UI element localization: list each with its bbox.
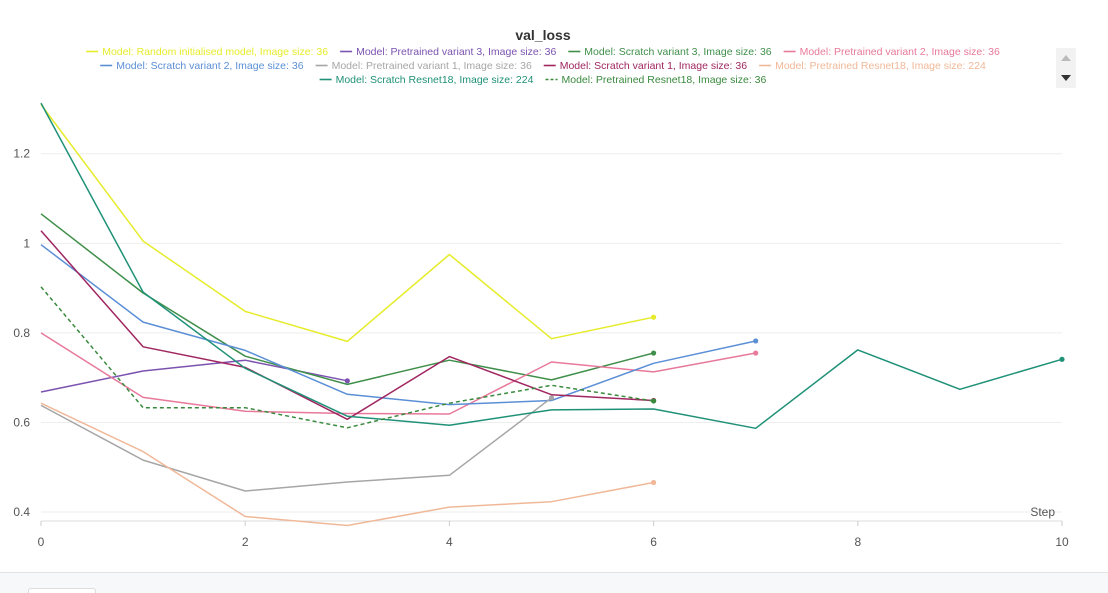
legend-item[interactable]: Model: Scratch Resnet18, Image size: 224 <box>319 74 534 86</box>
series-line-5 <box>40 244 756 406</box>
series-lines <box>40 102 1065 527</box>
x-tick-label: 0 <box>38 535 45 549</box>
legend-item[interactable]: Model: Pretrained Resnet18, Image size: … <box>545 74 767 86</box>
legend-label: Model: Pretrained Resnet18, Image size: … <box>562 74 767 86</box>
series-line-8 <box>40 402 654 527</box>
legend-item[interactable]: Model: Scratch variant 2, Image size: 36 <box>100 60 304 72</box>
legend-label: Model: Scratch variant 1, Image size: 36 <box>560 60 747 72</box>
legend-label: Model: Pretrained Resnet18, Image size: … <box>775 60 986 72</box>
x-tick-label: 10 <box>1055 535 1069 549</box>
legend-scroll-down-button[interactable] <box>1056 68 1076 88</box>
legend-label: Model: Pretrained variant 1, Image size:… <box>332 60 532 72</box>
legend-label: Model: Scratch variant 3, Image size: 36 <box>584 46 771 58</box>
grid <box>41 153 1062 513</box>
series-end-point-4 <box>753 350 759 356</box>
bottom-panel-bar <box>0 572 1108 593</box>
y-tick-label: 0.4 <box>13 505 30 519</box>
x-tick-label: 4 <box>446 535 453 549</box>
y-tick-label: 0.8 <box>13 326 30 340</box>
legend-label: Model: Random initialised model, Image s… <box>102 46 328 58</box>
legend-item[interactable]: Model: Scratch variant 1, Image size: 36 <box>543 60 747 72</box>
series-line-10 <box>40 286 654 429</box>
series-line-4 <box>40 332 756 415</box>
x-axis-label: Step <box>1030 505 1055 519</box>
y-tick-label: 1 <box>23 236 30 250</box>
legend-label: Model: Scratch variant 2, Image size: 36 <box>116 60 303 72</box>
series-line-3 <box>40 213 654 386</box>
legend-label: Model: Pretrained variant 3, Image size:… <box>356 46 556 58</box>
series-end-point-1 <box>651 314 657 320</box>
legend-item[interactable]: Model: Pretrained variant 2, Image size:… <box>783 46 1000 58</box>
series-end-point-9 <box>1059 356 1065 362</box>
val-loss-chart: val_loss Model: Random initialised model… <box>13 27 1076 549</box>
series-line-2 <box>40 359 348 393</box>
series-end-point-5 <box>753 338 759 344</box>
series-end-point-6 <box>548 395 555 401</box>
bottom-panel-tab[interactable] <box>28 588 96 593</box>
legend-item[interactable]: Model: Pretrained variant 3, Image size:… <box>340 46 556 58</box>
x-tick-label: 8 <box>854 535 861 549</box>
chart-svg: val_loss Model: Random initialised model… <box>13 27 1069 549</box>
series-end-point-8 <box>651 479 657 486</box>
legend-item[interactable]: Model: Random initialised model, Image s… <box>86 46 328 58</box>
legend: Model: Random initialised model, Image s… <box>86 46 1000 86</box>
series-end-point-10 <box>651 398 657 404</box>
series-line-1 <box>40 104 654 343</box>
chart-title: val_loss <box>515 27 570 43</box>
x-tick-label: 2 <box>242 535 249 549</box>
legend-scroll-control <box>1056 48 1076 88</box>
series-end-point-3 <box>651 350 657 356</box>
series-line-6 <box>40 397 552 492</box>
y-tick-label: 0.6 <box>13 415 30 429</box>
series-end-point-2 <box>344 378 350 384</box>
legend-item[interactable]: Model: Pretrained Resnet18, Image size: … <box>759 60 986 72</box>
legend-label: Model: Scratch Resnet18, Image size: 224 <box>336 74 534 86</box>
legend-scroll-up-button[interactable] <box>1056 48 1076 68</box>
legend-item[interactable]: Model: Pretrained variant 1, Image size:… <box>315 60 532 72</box>
axes: 0.4 0.6 0.8 1 1.2 0 2 4 6 8 10 <box>13 147 1069 549</box>
series-line-9 <box>40 102 1063 430</box>
arrow-up-icon <box>1061 55 1071 61</box>
x-tick-label: 6 <box>650 535 657 549</box>
legend-item[interactable]: Model: Scratch variant 3, Image size: 36 <box>568 46 772 58</box>
series-line-7 <box>40 230 654 421</box>
legend-label: Model: Pretrained variant 2, Image size:… <box>800 46 1000 58</box>
y-tick-label: 1.2 <box>13 147 30 161</box>
arrow-down-icon <box>1061 75 1071 81</box>
